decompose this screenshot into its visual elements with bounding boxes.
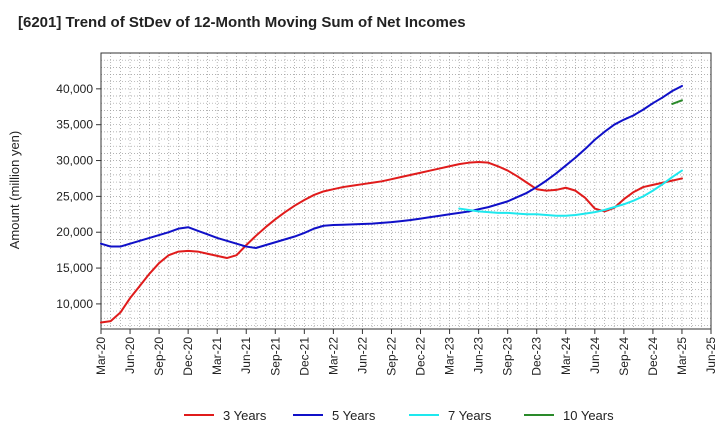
- chart-title: [6201] Trend of StDev of 12-Month Moving…: [18, 14, 466, 31]
- grid-layer: [100, 52, 712, 329]
- plot-area: [101, 53, 711, 329]
- x-tick-label: Dec-23: [530, 337, 544, 376]
- x-tick-label: Mar-24: [559, 337, 573, 375]
- plot-border: [100, 52, 712, 330]
- x-tick-label: Sep-23: [501, 337, 515, 376]
- y-tick-label: 10,000: [56, 297, 93, 311]
- x-tick-label: Jun-20: [123, 337, 137, 374]
- x-tick-label: Mar-25: [675, 337, 689, 375]
- y-axis-label: Amount (million yen): [7, 131, 22, 250]
- x-tick-label: Sep-20: [152, 337, 166, 376]
- series-line-7-years: [458, 169, 683, 217]
- legend-label: 5 Years: [332, 408, 376, 423]
- x-tick-label: Jun-23: [472, 337, 486, 374]
- x-tick-label: Mar-21: [210, 337, 224, 375]
- x-tick-label: Sep-21: [268, 337, 282, 376]
- x-tick-label: Dec-20: [181, 337, 195, 376]
- x-tick-label: Sep-22: [384, 337, 398, 376]
- y-tick-label: 30,000: [56, 154, 93, 168]
- legend-label: 10 Years: [563, 408, 614, 423]
- axis-layer: 10,000 15,000 20,000 25,000 30,000 35,000 40,0…: [56, 52, 718, 376]
- y-tick-label: 40,000: [56, 82, 93, 96]
- x-tick-label: Jun-24: [588, 337, 602, 374]
- legend: 3 Years 5 Years 7 Years 10 Years: [184, 408, 614, 423]
- x-tick-label: Mar-22: [326, 337, 340, 375]
- x-tick-label: Jun-21: [239, 337, 253, 374]
- series-line-3-years: [100, 160, 683, 324]
- legend-label: 7 Years: [448, 408, 492, 423]
- y-tick-label: 20,000: [56, 225, 93, 239]
- series-layer: [100, 84, 683, 324]
- y-tick-label: 35,000: [56, 118, 93, 132]
- x-tick-label: Sep-24: [617, 337, 631, 376]
- series-line-5-years: [100, 84, 683, 249]
- x-tick-label: Dec-22: [414, 337, 428, 376]
- legend-label: 3 Years: [223, 408, 267, 423]
- x-tick-label: Mar-20: [94, 337, 108, 375]
- x-tick-label: Jun-22: [355, 337, 369, 374]
- x-tick-label: Mar-23: [443, 337, 457, 375]
- x-tick-label: Dec-24: [646, 337, 660, 376]
- y-tick-label: 25,000: [56, 189, 93, 203]
- y-tick-label: 15,000: [56, 261, 93, 275]
- x-tick-label: Dec-21: [297, 337, 311, 376]
- x-tick-label: Jun-25: [704, 337, 718, 374]
- series-line-10-years: [671, 99, 683, 105]
